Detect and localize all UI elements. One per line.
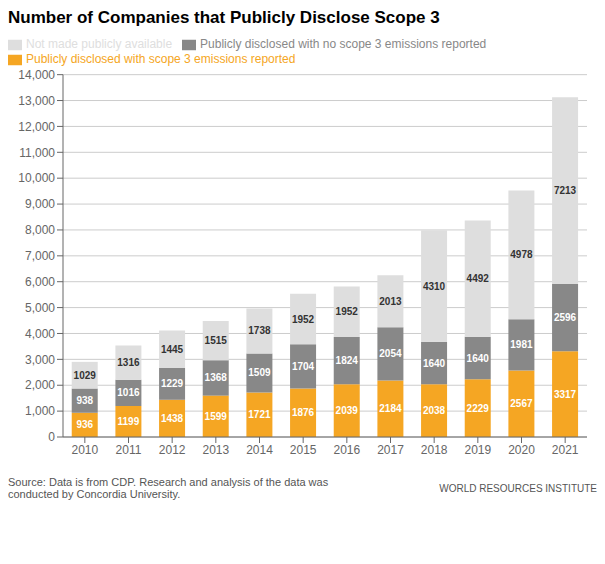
svg-text:1509: 1509 <box>248 367 271 378</box>
svg-text:2019: 2019 <box>464 443 491 457</box>
svg-text:2013: 2013 <box>202 443 229 457</box>
svg-text:1368: 1368 <box>205 372 228 383</box>
html-text:Not made publicly available: Not made publicly available <box>26 37 173 51</box>
svg-text:1,000: 1,000 <box>25 404 55 418</box>
svg-text:2013: 2013 <box>379 296 402 307</box>
svg-text:6,000: 6,000 <box>25 275 55 289</box>
svg-text:1721: 1721 <box>248 409 271 420</box>
svg-text:10,000: 10,000 <box>18 171 55 185</box>
svg-text:2184: 2184 <box>379 403 402 414</box>
svg-text:2596: 2596 <box>554 312 577 323</box>
svg-text:2038: 2038 <box>423 405 446 416</box>
svg-text:2015: 2015 <box>290 443 317 457</box>
svg-text:1640: 1640 <box>467 353 490 364</box>
svg-text:2039: 2039 <box>336 405 359 416</box>
svg-text:11,000: 11,000 <box>19 146 55 160</box>
svg-text:4492: 4492 <box>467 273 490 284</box>
svg-text:7213: 7213 <box>554 185 577 196</box>
svg-text:7,000: 7,000 <box>25 249 55 263</box>
svg-text:1704: 1704 <box>292 361 315 372</box>
svg-text:5,000: 5,000 <box>25 301 55 315</box>
svg-text:936: 936 <box>76 419 93 430</box>
html-text:Number of Companies that Publi: Number of Companies that Publicly Disclo… <box>8 8 440 27</box>
svg-text:1876: 1876 <box>292 407 315 418</box>
svg-text:1445: 1445 <box>161 344 184 355</box>
svg-text:1824: 1824 <box>336 355 359 366</box>
svg-text:1199: 1199 <box>118 416 140 427</box>
svg-text:3317: 3317 <box>554 389 577 400</box>
svg-text:0: 0 <box>48 430 55 444</box>
svg-text:2014: 2014 <box>246 443 273 457</box>
svg-text:2,000: 2,000 <box>25 378 55 392</box>
svg-text:4310: 4310 <box>423 281 446 292</box>
svg-text:8,000: 8,000 <box>25 223 55 237</box>
svg-text:4,000: 4,000 <box>25 327 55 341</box>
svg-text:1599: 1599 <box>205 411 228 422</box>
svg-text:1952: 1952 <box>336 306 359 317</box>
svg-text:1316: 1316 <box>117 357 140 368</box>
svg-text:938: 938 <box>76 395 93 406</box>
svg-text:1640: 1640 <box>423 358 446 369</box>
svg-text:2012: 2012 <box>159 443 186 457</box>
svg-text:2567: 2567 <box>510 398 533 409</box>
svg-text:1738: 1738 <box>248 325 271 336</box>
html-text:Source: Data is from CDP. Rese: Source: Data is from CDP. Research and a… <box>8 476 329 500</box>
svg-text:2020: 2020 <box>508 443 535 457</box>
svg-text:2229: 2229 <box>467 403 490 414</box>
svg-text:9,000: 9,000 <box>25 197 55 211</box>
svg-text:1952: 1952 <box>292 314 315 325</box>
html-text:WORLD RESOURCES INSTITUTE: WORLD RESOURCES INSTITUTE <box>439 482 597 494</box>
svg-text:1981: 1981 <box>510 339 533 350</box>
svg-text:12,000: 12,000 <box>18 120 55 134</box>
html-text:Publicly disclosed with no sco: Publicly disclosed with no scope 3 emiss… <box>200 37 487 51</box>
svg-text:2018: 2018 <box>421 443 448 457</box>
svg-text:1515: 1515 <box>205 335 228 346</box>
svg-text:2016: 2016 <box>333 443 360 457</box>
svg-text:2054: 2054 <box>379 348 402 359</box>
svg-text:13,000: 13,000 <box>18 94 55 108</box>
svg-text:1016: 1016 <box>117 387 140 398</box>
svg-text:2010: 2010 <box>71 443 98 457</box>
svg-text:2017: 2017 <box>377 443 404 457</box>
svg-text:14,000: 14,000 <box>18 68 55 82</box>
svg-text:3,000: 3,000 <box>25 353 55 367</box>
svg-text:4978: 4978 <box>510 249 533 260</box>
svg-text:2011: 2011 <box>116 443 142 457</box>
svg-text:1029: 1029 <box>74 370 97 381</box>
svg-text:1229: 1229 <box>161 378 184 389</box>
html-text:Publicly disclosed with scope: Publicly disclosed with scope 3 emission… <box>26 51 296 66</box>
svg-text:1438: 1438 <box>161 413 184 424</box>
svg-text:2021: 2021 <box>552 443 579 457</box>
